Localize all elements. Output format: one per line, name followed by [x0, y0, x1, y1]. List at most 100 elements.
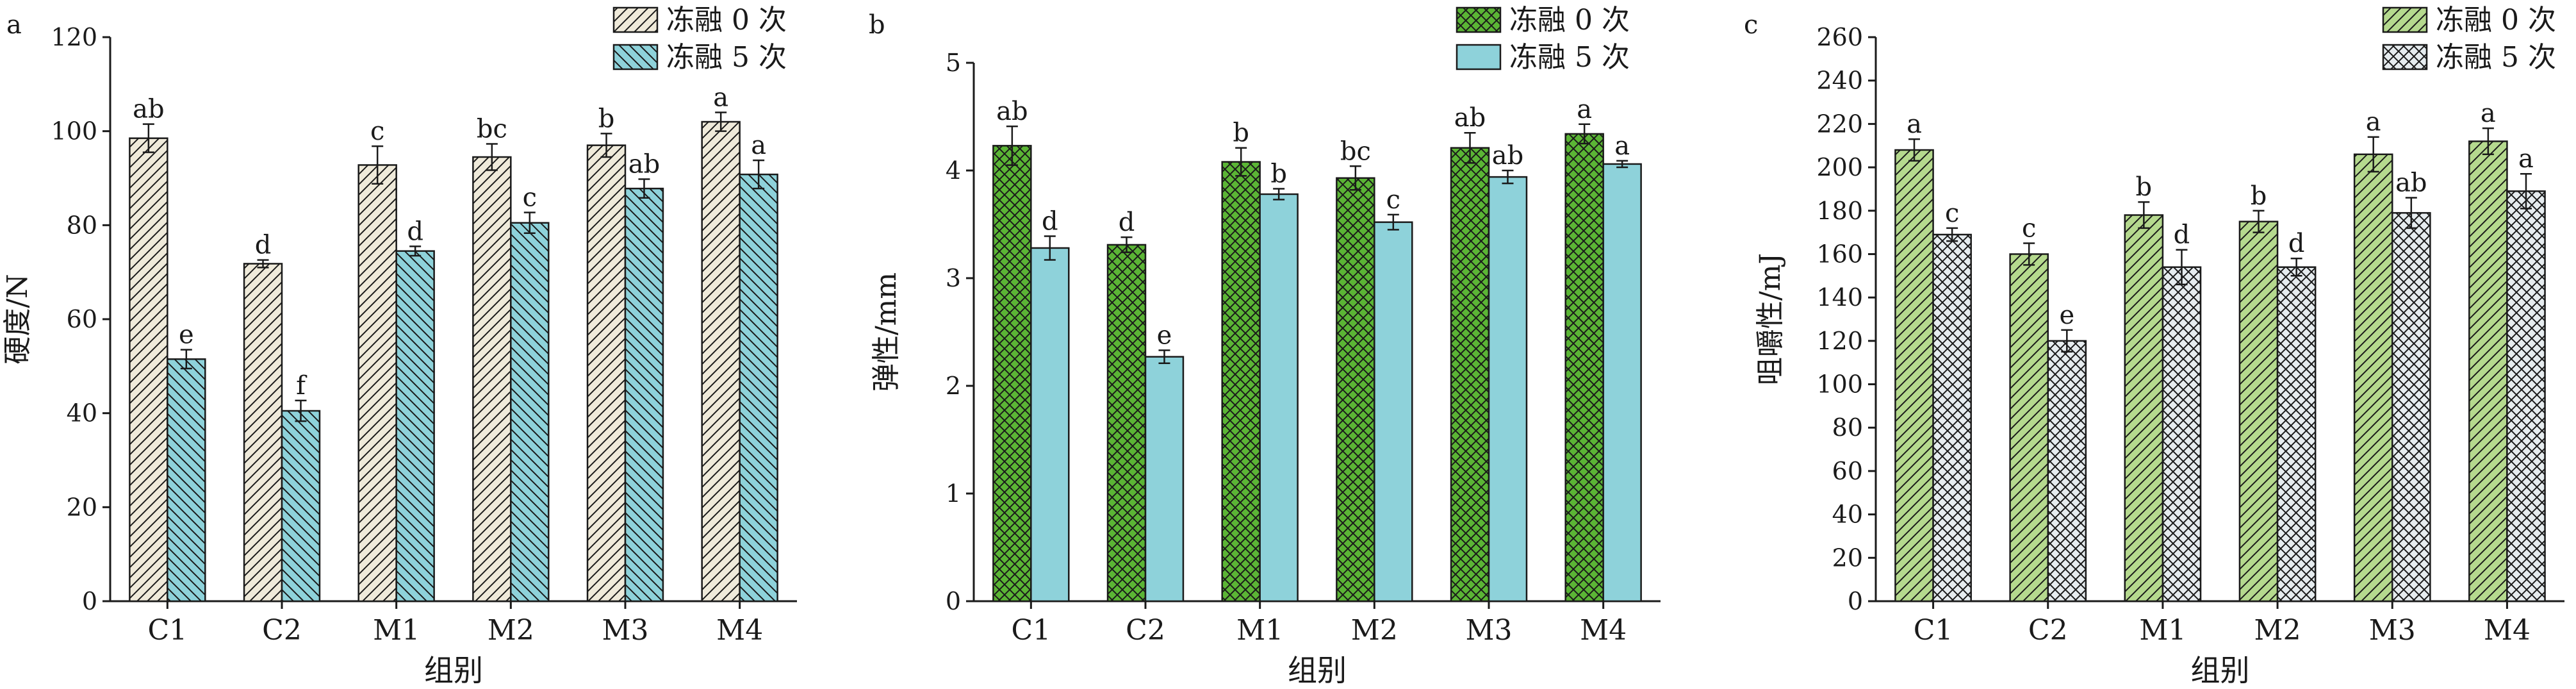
x-tick-label: C1 [1914, 614, 1953, 647]
bar-c1-series-2 [1932, 233, 1972, 602]
bar-m4-series-1 [1564, 133, 1604, 602]
y-tick-label: 4 [946, 156, 961, 185]
bar-m2-series-2 [2276, 266, 2317, 602]
y-tick-label: 200 [1816, 153, 1863, 181]
y-tick-label: 20 [1832, 544, 1863, 572]
x-tick-label: C2 [1126, 614, 1165, 647]
significance-letter: b [1233, 119, 1249, 148]
panel-label: a [6, 10, 22, 40]
y-tick-label: 40 [67, 399, 97, 428]
bar-m2-series-2 [510, 222, 550, 602]
significance-letter: bc [1340, 137, 1371, 166]
bar-c1-series-1 [129, 137, 168, 602]
x-tick-label: M2 [488, 614, 534, 647]
x-tick-label: M4 [716, 614, 763, 647]
legend-swatch [612, 44, 659, 71]
bar-c2-series-1 [1106, 244, 1147, 602]
bar-m1-series-1 [357, 164, 397, 602]
panel-label: c [1744, 10, 1758, 40]
significance-letter: a [1907, 110, 1922, 139]
significance-letter: a [2518, 144, 2534, 174]
legend-label: 冻融 0 次 [1509, 4, 1630, 37]
bar-c2-series-1 [2009, 253, 2049, 602]
x-tick-label: C2 [262, 614, 302, 647]
x-axis-label: 组别 [2191, 653, 2250, 688]
bar-m4-series-1 [701, 120, 741, 602]
bar-m4-series-2 [739, 173, 778, 602]
y-tick-label: 240 [1816, 67, 1863, 95]
bar-c2-series-2 [281, 410, 321, 602]
significance-letter: d [2174, 220, 2190, 250]
chart-panel-b: b012345弹性/mm组别C1abdC2deM1bbM2bccM3ababM4… [869, 4, 1661, 688]
bar-m2-series-1 [1336, 177, 1375, 602]
significance-letter: a [713, 83, 728, 112]
bar-m3-series-1 [1450, 147, 1490, 602]
x-tick-label: M3 [602, 614, 648, 647]
legend-swatch [1456, 6, 1502, 33]
x-tick-label: M4 [2484, 614, 2531, 647]
significance-letter: b [2251, 181, 2267, 211]
significance-letter: d [255, 231, 272, 260]
significance-letter: a [2481, 99, 2496, 128]
significance-letter: a [751, 131, 766, 160]
legend-label: 冻融 5 次 [2436, 41, 2556, 74]
x-tick-label: M4 [1580, 614, 1627, 647]
bar-m1-series-1 [1221, 161, 1261, 602]
y-tick-label: 160 [1816, 240, 1863, 268]
bar-m4-series-1 [2468, 140, 2508, 602]
y-tick-label: 80 [1832, 413, 1863, 442]
y-tick-label: 60 [1832, 457, 1863, 485]
y-tick-label: 120 [51, 23, 97, 51]
y-tick-label: 0 [1848, 587, 1863, 615]
y-tick-label: 100 [1816, 370, 1863, 399]
y-axis-label: 咀嚼性/mJ [1754, 253, 1787, 385]
legend-label: 冻融 0 次 [2436, 4, 2556, 37]
x-tick-label: M2 [2254, 614, 2301, 647]
y-tick-label: 80 [67, 211, 97, 239]
y-tick-label: 260 [1816, 23, 1863, 51]
x-axis-label: 组别 [424, 653, 483, 688]
legend-label: 冻融 5 次 [666, 41, 787, 74]
significance-letter: c [2022, 214, 2036, 244]
y-tick-label: 180 [1816, 197, 1863, 225]
bar-m4-series-2 [1602, 163, 1642, 602]
bar-m3-series-2 [1488, 176, 1528, 602]
significance-letter: b [1270, 160, 1287, 189]
legend-swatch [2382, 6, 2428, 33]
y-tick-label: 140 [1816, 283, 1863, 311]
significance-letter: e [1157, 321, 1172, 351]
y-tick-label: 2 [946, 372, 961, 400]
y-axis-label: 硬度/N [1, 274, 34, 364]
bar-c2-series-2 [1144, 356, 1185, 602]
significance-letter: c [1945, 199, 1959, 228]
legend-label: 冻融 0 次 [666, 4, 787, 37]
significance-letter: c [1386, 185, 1400, 215]
legend-label: 冻融 5 次 [1509, 41, 1630, 74]
y-tick-label: 100 [51, 117, 97, 145]
significance-letter: e [179, 320, 194, 350]
significance-letter: a [1614, 131, 1630, 161]
bar-m2-series-1 [472, 156, 512, 602]
significance-letter: c [523, 183, 537, 213]
x-tick-label: C1 [1011, 614, 1051, 647]
panel-label: b [869, 10, 885, 40]
bar-m2-series-1 [2238, 220, 2279, 602]
y-tick-label: 1 [946, 479, 961, 508]
y-tick-label: 20 [67, 493, 97, 521]
significance-letter: b [2136, 172, 2153, 202]
bar-m3-series-2 [624, 187, 664, 602]
legend-swatch [1456, 44, 1502, 71]
legend-swatch [2382, 44, 2428, 71]
legend-swatch [612, 6, 659, 33]
bar-m4-series-2 [2506, 190, 2546, 602]
significance-letter: c [370, 117, 384, 146]
bar-c1-series-2 [167, 358, 206, 602]
x-tick-label: C2 [2028, 614, 2068, 647]
significance-letter: ab [628, 149, 660, 179]
x-tick-label: M3 [1465, 614, 1512, 647]
x-axis-label: 组别 [1288, 653, 1347, 688]
y-tick-label: 0 [82, 587, 97, 615]
bar-m1-series-1 [2124, 214, 2164, 602]
significance-letter: f [296, 371, 308, 401]
